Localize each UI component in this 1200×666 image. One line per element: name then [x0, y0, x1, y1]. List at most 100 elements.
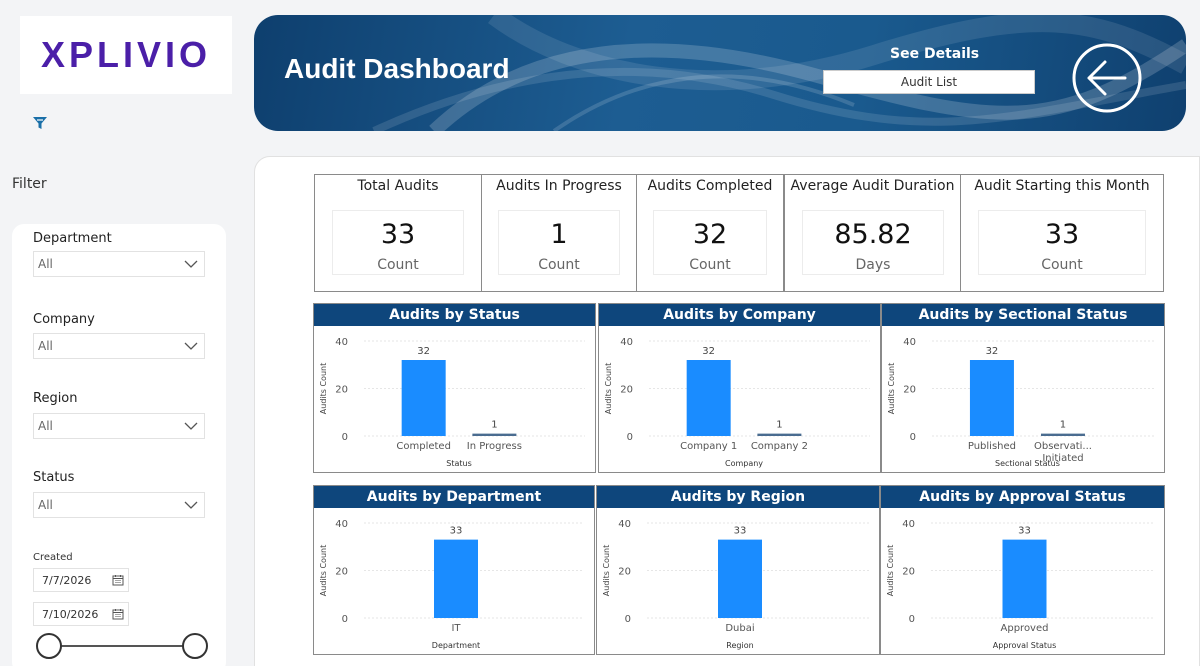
chart-title: Audits by Company — [599, 304, 880, 326]
department-filter-label: Department — [33, 231, 112, 246]
status-filter-label: Status — [33, 470, 75, 485]
y-tick-label: 0 — [627, 432, 633, 443]
y-tick-label: 40 — [618, 519, 631, 530]
kpi-title: Total Audits — [357, 178, 439, 194]
y-tick-label: 20 — [903, 385, 916, 396]
date-range-slider-end-handle[interactable] — [182, 633, 208, 659]
x-axis-label: Sectional Status — [995, 459, 1060, 468]
bar[interactable] — [434, 539, 478, 618]
y-tick-label: 20 — [335, 385, 348, 396]
bar[interactable] — [472, 433, 517, 436]
x-axis-label: Company — [725, 459, 763, 468]
data-label: 33 — [1018, 526, 1031, 537]
data-label: 33 — [450, 526, 463, 537]
calendar-icon[interactable] — [112, 608, 124, 620]
x-axis-label: Department — [432, 641, 480, 650]
date-range-slider-track[interactable] — [48, 645, 194, 647]
header-wave-decoration — [372, 15, 1186, 131]
bar[interactable] — [969, 360, 1014, 436]
kpi-unit: Count — [377, 257, 419, 273]
region-select-value: All — [38, 419, 53, 433]
date-from-value: 7/7/2026 — [42, 573, 92, 587]
kpi-value-box: 1 Count — [498, 210, 620, 275]
y-tick-label: 20 — [618, 567, 631, 578]
x-tick-label: Approved — [1001, 623, 1049, 634]
y-tick-label: 20 — [902, 567, 915, 578]
y-tick-label: 40 — [335, 337, 348, 348]
bar-chart: Audits Count 0 20 40 33 IT Department — [319, 519, 584, 650]
chart-audits-by-department: Audits by Department Audits Count 0 20 40 33… — [313, 485, 595, 655]
chevron-down-icon — [184, 422, 198, 430]
date-from-input[interactable]: 7/7/2026 — [33, 568, 129, 592]
dashboard-header: Audit Dashboard See Details Audit List — [254, 15, 1186, 131]
x-tick-label: Initiated — [1042, 453, 1083, 464]
calendar-icon[interactable] — [112, 574, 124, 586]
chart-audits-by-sectional-status: Audits by Sectional Status Audits Count 0… — [881, 303, 1165, 473]
x-tick-label: In Progress — [467, 441, 522, 452]
audit-list-button[interactable]: Audit List — [823, 70, 1035, 94]
department-select[interactable]: All — [33, 251, 205, 277]
y-axis-label: Audits Count — [319, 545, 328, 596]
kpi-unit: Count — [538, 257, 580, 273]
bar[interactable] — [1002, 539, 1047, 618]
kpi-value-box: 33 Count — [978, 210, 1146, 275]
company-select[interactable]: All — [33, 333, 205, 359]
y-tick-label: 0 — [625, 614, 631, 625]
bar[interactable] — [401, 360, 446, 436]
x-tick-label: Dubai — [725, 623, 754, 634]
bar-chart: Audits Count 0 20 40 32 Company 1 1 Company 2 Co… — [604, 337, 870, 468]
x-tick-label: Company 1 — [680, 441, 737, 452]
kpi-title: Audits In Progress — [496, 178, 622, 194]
y-tick-label: 40 — [335, 519, 348, 530]
y-tick-label: 40 — [903, 337, 916, 348]
bar[interactable] — [1040, 433, 1085, 436]
chart-audits-by-approval-status: Audits by Approval Status Audits Count 0 2… — [880, 485, 1165, 655]
kpi-card-audit-starting-this-month: Audit Starting this Month 33 Count — [960, 174, 1164, 292]
data-label: 32 — [702, 346, 715, 357]
kpi-card-average-audit-duration: Average Audit Duration 85.82 Days — [784, 174, 961, 292]
filter-icon[interactable] — [31, 114, 49, 132]
data-label: 32 — [417, 346, 430, 357]
y-axis-label: Audits Count — [887, 363, 896, 414]
kpi-title: Audits Completed — [647, 178, 773, 194]
kpi-value: 33 — [1044, 219, 1080, 250]
kpi-card-audits-completed: Audits Completed 32 Count — [636, 174, 784, 292]
kpi-value-box: 85.82 Days — [802, 210, 944, 275]
status-select-value: All — [38, 498, 53, 512]
date-range-slider-start-handle[interactable] — [36, 633, 62, 659]
chart-title: Audits by Department — [314, 486, 594, 508]
date-to-input[interactable]: 7/10/2026 — [33, 602, 129, 626]
bar[interactable] — [686, 360, 731, 436]
company-select-value: All — [38, 339, 53, 353]
y-tick-label: 0 — [909, 614, 915, 625]
y-tick-label: 40 — [902, 519, 915, 530]
y-axis-label: Audits Count — [886, 545, 895, 596]
created-label: Created — [33, 552, 73, 563]
data-label: 33 — [734, 526, 747, 537]
chart-title: Audits by Sectional Status — [882, 304, 1164, 326]
logo: XPLIVIO — [20, 16, 232, 94]
region-select[interactable]: All — [33, 413, 205, 439]
kpi-value-box: 32 Count — [653, 210, 767, 275]
bar[interactable] — [718, 539, 762, 618]
chart-audits-by-status: Audits by Status Audits Count 0 20 40 32 Comp… — [313, 303, 596, 473]
data-label: 1 — [776, 420, 782, 431]
kpi-unit: Count — [689, 257, 731, 273]
company-filter-label: Company — [33, 312, 95, 327]
bar-chart: Audits Count 0 20 40 32 Published 1 Observati..… — [887, 337, 1154, 468]
x-axis-label: Status — [446, 459, 472, 468]
data-label: 32 — [986, 346, 999, 357]
filter-title: Filter — [12, 176, 47, 192]
bar[interactable] — [757, 433, 802, 436]
chart-audits-by-region: Audits by Region Audits Count 0 20 40 33 Duba… — [596, 485, 880, 655]
kpi-card-audits-in-progress: Audits In Progress 1 Count — [481, 174, 637, 292]
status-select[interactable]: All — [33, 492, 205, 518]
chart-title: Audits by Approval Status — [881, 486, 1164, 508]
back-arrow-icon[interactable] — [1071, 42, 1143, 114]
y-axis-label: Audits Count — [319, 363, 328, 414]
see-details-label: See Details — [890, 46, 980, 62]
kpi-unit: Count — [1041, 257, 1083, 273]
kpi-unit: Days — [855, 257, 891, 273]
chevron-down-icon — [184, 501, 198, 509]
x-axis-label: Region — [726, 641, 753, 650]
